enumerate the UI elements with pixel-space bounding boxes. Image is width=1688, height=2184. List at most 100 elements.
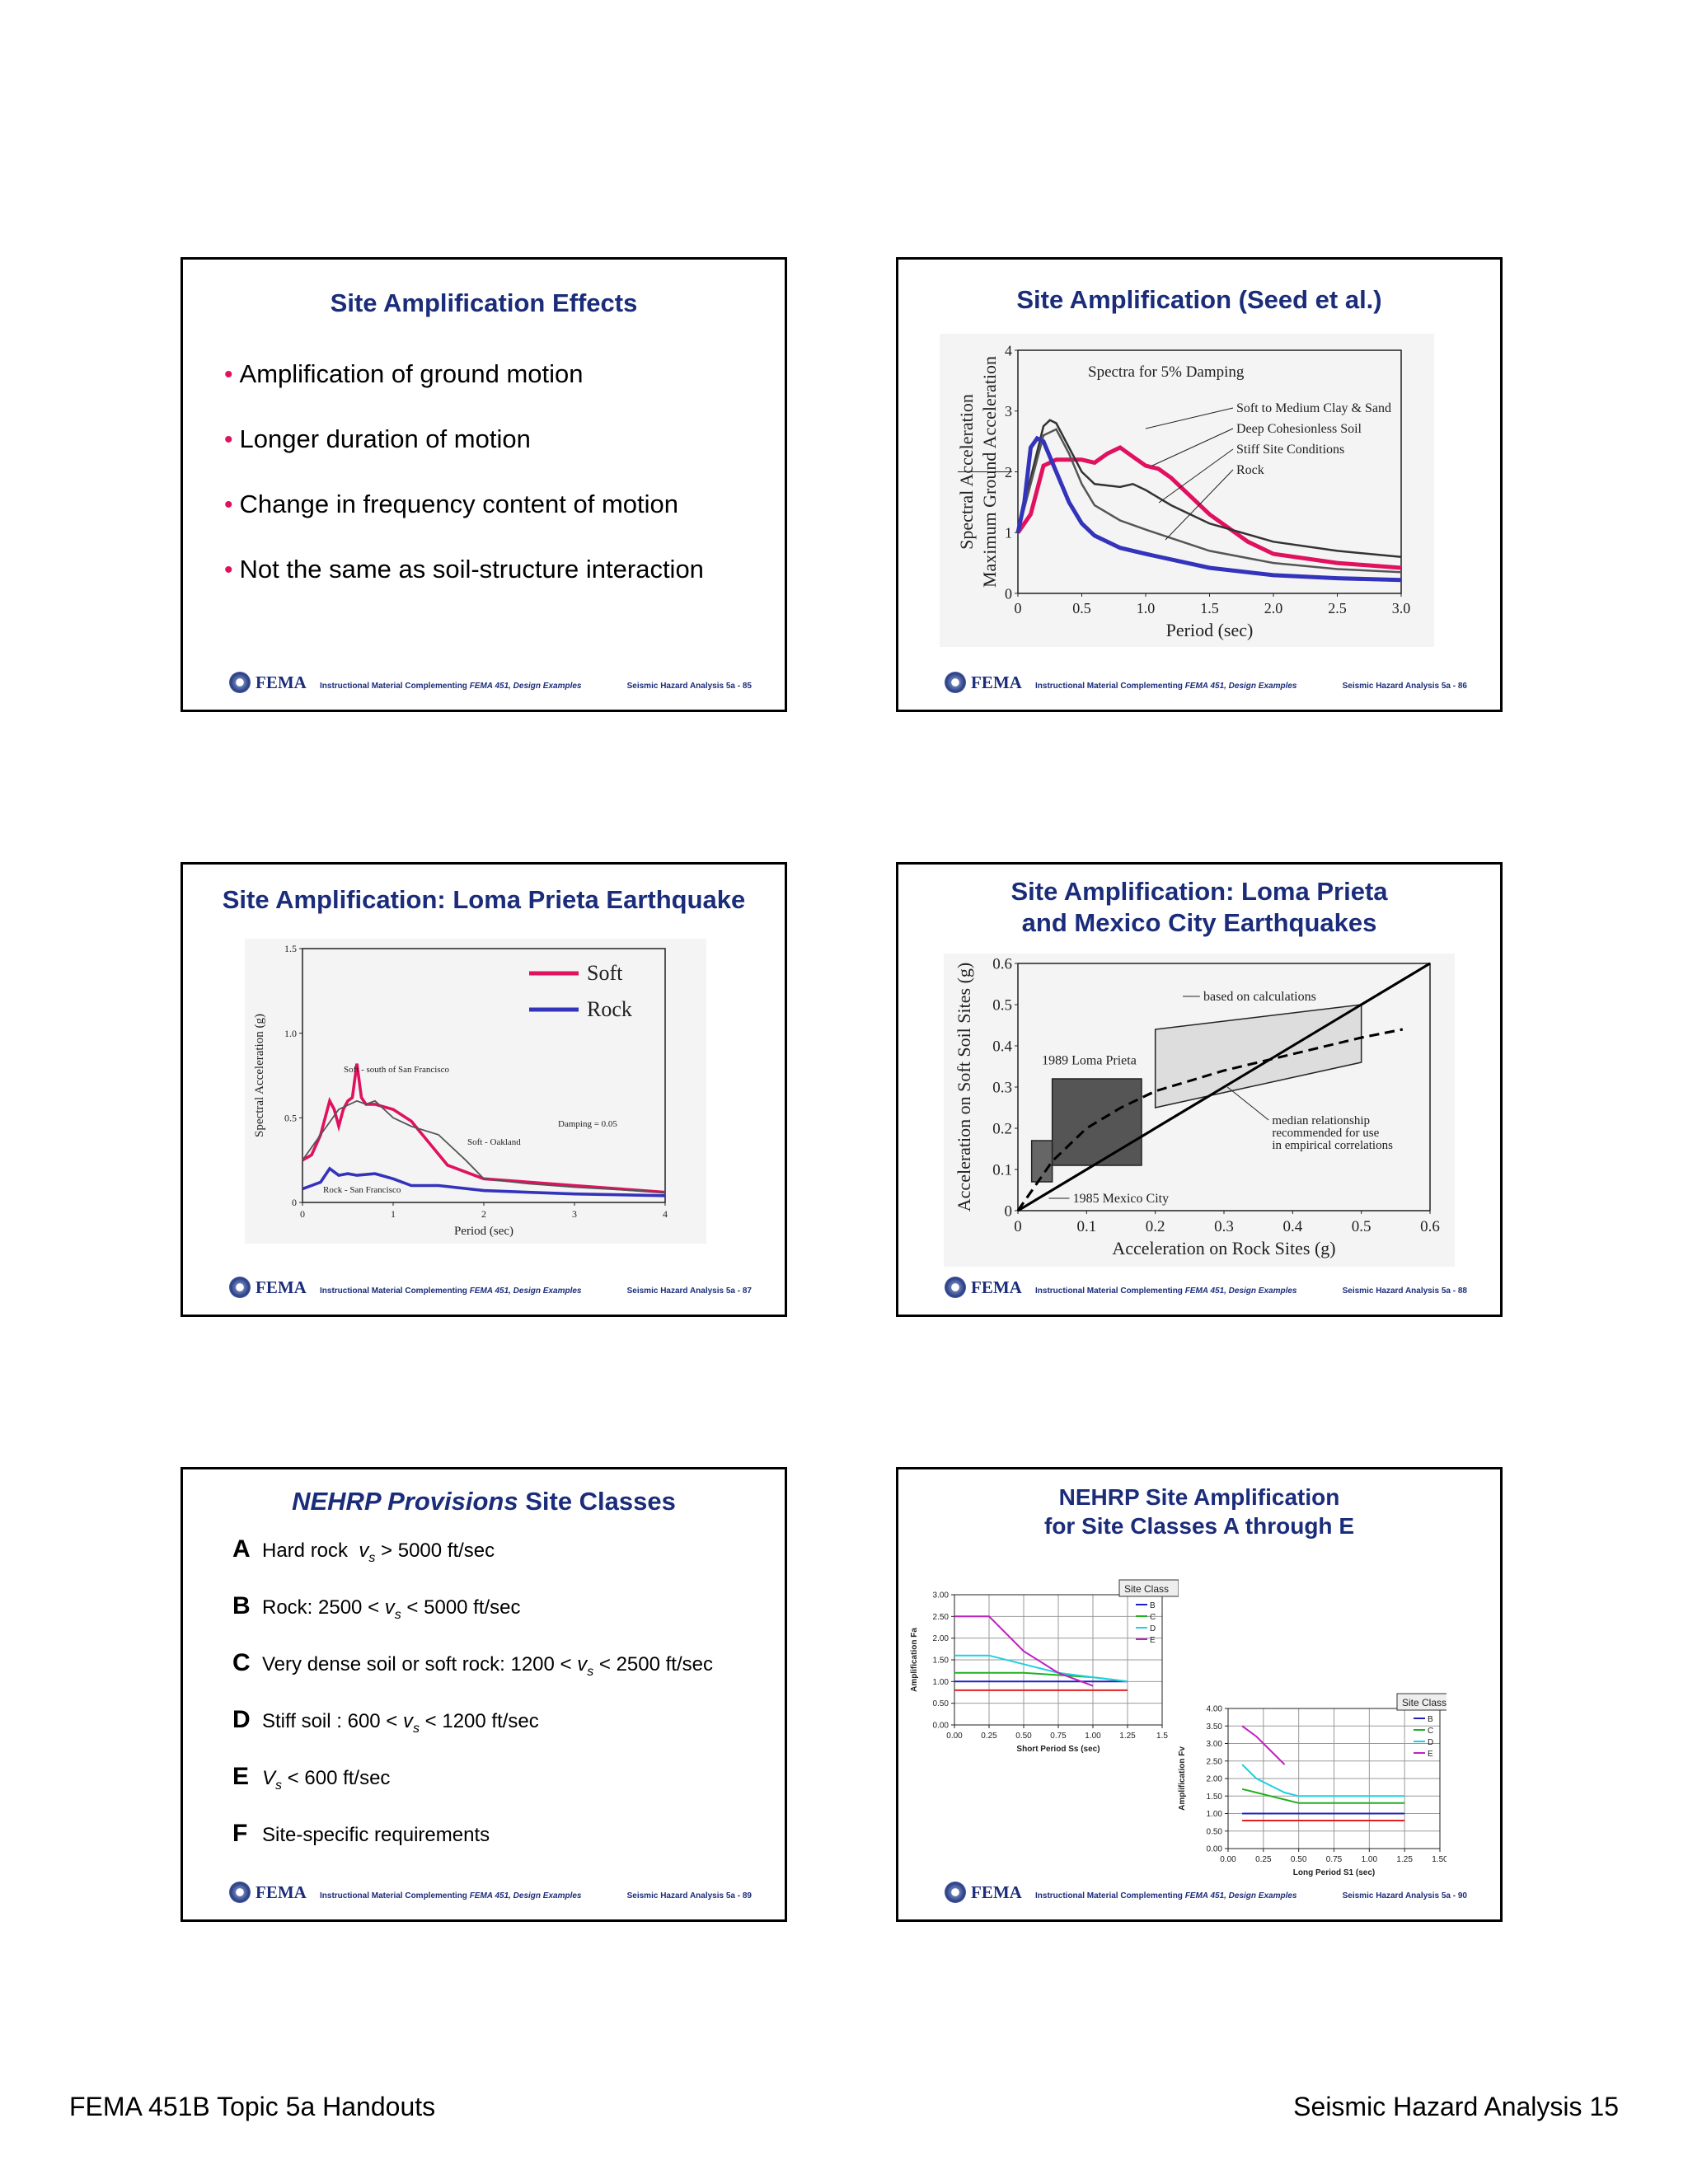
series-line-soft-to-medium-clay-sand bbox=[1015, 445, 1402, 570]
y-tick-label: 0.1 bbox=[992, 1162, 1012, 1179]
x-tick-label: 1.00 bbox=[1362, 1855, 1378, 1864]
x-tick-label: 0.50 bbox=[1015, 1732, 1032, 1741]
y-tick-label: 1.0 bbox=[284, 1028, 297, 1039]
series-line-e bbox=[954, 1615, 1094, 1687]
series-line-c bbox=[954, 1671, 1128, 1683]
legend-leader bbox=[1151, 428, 1234, 466]
y-tick-label: 0.00 bbox=[933, 1722, 950, 1731]
vs-symbol: v bbox=[359, 1540, 369, 1562]
slide-number: Seismic Hazard Analysis 5a - 85 bbox=[626, 682, 752, 691]
x-tick-label: 0.6 bbox=[1420, 1218, 1440, 1235]
site-class-row: D Stiff soil : 600 < vs < 1200 ft/sec bbox=[232, 1706, 713, 1763]
y-tick-label: 3.50 bbox=[1207, 1722, 1223, 1732]
legend-leader bbox=[1165, 469, 1234, 541]
y-tick-label: 3.00 bbox=[933, 1591, 950, 1601]
site-class-letter: F bbox=[232, 1820, 248, 1847]
site-class-desc: Hard rock bbox=[262, 1540, 359, 1562]
site-class-range: < 1200 ft/sec bbox=[420, 1710, 539, 1732]
fema-seal-icon bbox=[945, 672, 966, 693]
annotation: in empirical correlations bbox=[1272, 1139, 1393, 1152]
annotation: Soft - south of San Francisco bbox=[344, 1065, 450, 1075]
vs-subscript: s bbox=[275, 1778, 283, 1793]
legend-label: Stiff Site Conditions bbox=[1236, 443, 1344, 457]
fema-seal-icon bbox=[229, 1277, 251, 1298]
fema-logo: FEMA bbox=[945, 1277, 1022, 1298]
slide-title-line: NEHRP Site Amplification bbox=[1058, 1484, 1340, 1510]
annotation: recommended for use bbox=[1272, 1127, 1379, 1140]
loma-prieta-chart: 0 1 2 3 4 0 0.5 1.0 1.5 Period (sec) Spectral Acce… bbox=[245, 939, 706, 1244]
legend-title: Site Class bbox=[1124, 1583, 1169, 1595]
slide-number: Seismic Hazard Analysis 5a - 90 bbox=[1342, 1891, 1467, 1900]
x-tick-label: 0.00 bbox=[1220, 1855, 1236, 1864]
x-axis-label: Period (sec) bbox=[454, 1225, 513, 1238]
site-class-row: F Site-specific requirements bbox=[232, 1820, 713, 1877]
vs-symbol: V bbox=[262, 1767, 276, 1789]
x-tick-label: 1.25 bbox=[1119, 1732, 1136, 1741]
site-class-list: A Hard rock vs > 5000 ft/sec B Rock: 2500 <… bbox=[232, 1535, 713, 1877]
x-tick-label: 0 bbox=[300, 1208, 305, 1220]
bullet-text: Amplification of ground motion bbox=[239, 359, 584, 388]
x-tick-label: 0.5 bbox=[1352, 1218, 1372, 1235]
x-tick-label: 2.0 bbox=[1264, 600, 1283, 616]
y-tick-label: 2.00 bbox=[933, 1634, 950, 1643]
footer-caption-prefix: Instructional Material Complementing bbox=[1035, 682, 1183, 691]
fema-wordmark: FEMA bbox=[971, 1277, 1022, 1297]
slide-87: Site Amplification: Loma Prieta Earthqua… bbox=[181, 862, 787, 1317]
vs-subscript: s bbox=[587, 1664, 594, 1679]
x-axis-label: Acceleration on Rock Sites (g) bbox=[1112, 1238, 1335, 1258]
fema-seal-icon bbox=[229, 1882, 251, 1903]
y-axis-label: Spectral Acceleration (g) bbox=[253, 1014, 266, 1137]
footer-caption: Instructional Material Complementing FEM… bbox=[320, 1286, 582, 1296]
site-class-text: Rock: 2500 < vs < 5000 ft/sec bbox=[262, 1596, 521, 1623]
series-line-rock bbox=[302, 1166, 666, 1197]
legend-label: Rock bbox=[1236, 463, 1264, 477]
series-line-stiff-site-conditions bbox=[1016, 428, 1402, 574]
slide-title-line: for Site Classes A through E bbox=[1044, 1513, 1354, 1539]
x-tick-label: 0 bbox=[1014, 1218, 1022, 1235]
bullet-list: • Amplification of ground motion • Longer … bbox=[224, 359, 704, 619]
bullet-item: • Change in frequency content of motion bbox=[224, 489, 704, 554]
x-tick-label: 0.5 bbox=[1072, 600, 1091, 616]
site-class-row: E Vs < 600 ft/sec bbox=[232, 1763, 713, 1820]
legend-leader bbox=[1145, 407, 1234, 429]
slide-number: Seismic Hazard Analysis 5a - 87 bbox=[626, 1286, 752, 1296]
slide-title: NEHRP Site Amplification for Site Classe… bbox=[898, 1483, 1500, 1540]
site-class-range: < 2500 ft/sec bbox=[593, 1653, 713, 1675]
footer-caption-prefix: Instructional Material Complementing bbox=[320, 682, 467, 691]
slide-title: Site Amplification: Loma Prieta Earthqua… bbox=[222, 885, 746, 914]
annotation: median relationship bbox=[1272, 1114, 1370, 1127]
slide-title-line: Site Amplification: Loma Prieta bbox=[1010, 877, 1388, 906]
site-class-letter: C bbox=[232, 1649, 251, 1676]
legend-title: Site Class bbox=[1402, 1697, 1447, 1708]
slide-footer: FEMA Instructional Material Complementin… bbox=[183, 1873, 785, 1919]
footer-caption: Instructional Material Complementing FEM… bbox=[320, 682, 582, 691]
x-tick-label: 1.0 bbox=[1137, 600, 1156, 616]
site-class-desc: Very dense soil or soft rock: 1200 < bbox=[262, 1653, 578, 1675]
series-line-d bbox=[954, 1654, 1128, 1683]
y-tick-label: 2.50 bbox=[933, 1613, 950, 1622]
slide-title-line: and Mexico City Earthquakes bbox=[1021, 908, 1377, 937]
fema-seal-icon bbox=[945, 1882, 966, 1903]
slide-85: Site Amplification Effects • Amplificatio… bbox=[181, 257, 787, 712]
vs-symbol: v bbox=[403, 1710, 413, 1732]
bullet-text: Longer duration of motion bbox=[239, 424, 531, 453]
x-tick-label: 0.50 bbox=[1291, 1855, 1307, 1864]
slide-footer: FEMA Instructional Material Complementin… bbox=[183, 663, 785, 710]
vs-symbol: v bbox=[384, 1596, 395, 1619]
x-axis-label: Short Period Ss (sec) bbox=[1016, 1745, 1100, 1754]
x-tick-label: 0.75 bbox=[1050, 1732, 1067, 1741]
site-class-letter: D bbox=[232, 1706, 251, 1733]
x-tick-label: 1.50 bbox=[1432, 1855, 1447, 1864]
legend-label: D bbox=[1428, 1738, 1433, 1747]
series-line-deep-cohesionless-soil bbox=[1016, 419, 1402, 559]
y-axis-label: Acceleration on Soft Soil Sites (g) bbox=[954, 963, 974, 1212]
series-line-overlay bbox=[1017, 962, 1431, 1212]
chart-background bbox=[245, 939, 706, 1244]
site-class-text: Very dense soil or soft rock: 1200 < vs … bbox=[262, 1653, 713, 1680]
fema-logo: FEMA bbox=[229, 1882, 307, 1903]
y-tick-label: 4 bbox=[1005, 342, 1012, 359]
y-tick-label: 2.00 bbox=[1207, 1775, 1223, 1784]
mexico-city-box bbox=[1030, 1140, 1053, 1183]
x-tick-label: 0.00 bbox=[946, 1732, 963, 1741]
